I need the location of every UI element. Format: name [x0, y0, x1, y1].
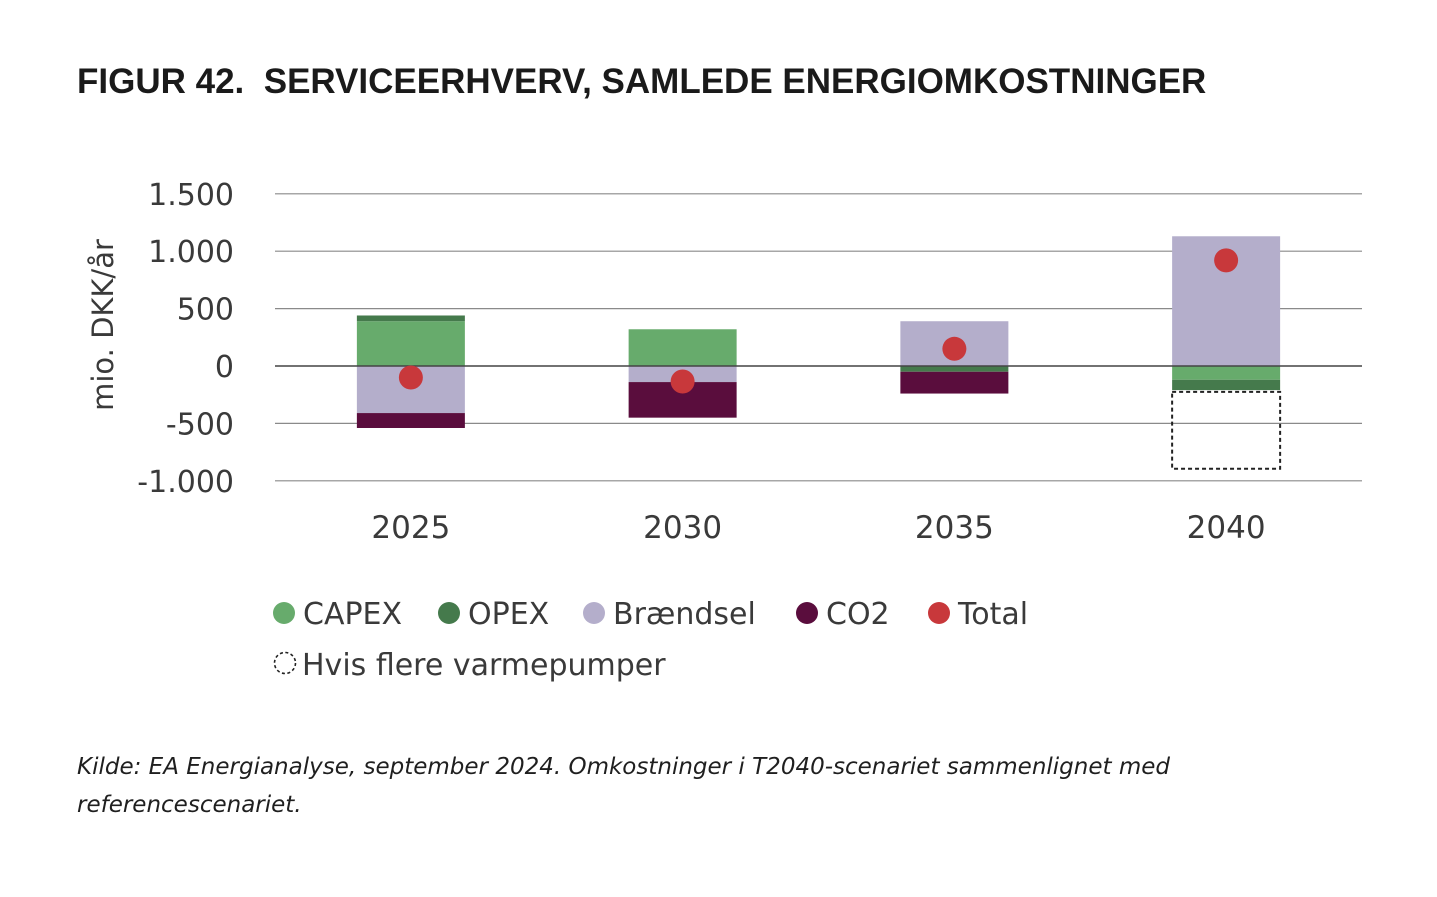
bar-capex-2040	[1172, 366, 1281, 380]
scenario-outline-box	[1171, 390, 1282, 470]
total-dot-2040	[1214, 248, 1239, 273]
legend-marker-capex	[273, 602, 295, 624]
legend-marker-opex	[438, 602, 460, 624]
x-tick-label: 2030	[643, 510, 722, 546]
y-tick-label: 0	[215, 350, 234, 385]
bar-opex-2040	[1172, 379, 1281, 391]
legend-marker-co2	[796, 602, 818, 624]
legend-marker-braendsel	[583, 602, 605, 624]
x-tick-labels: 2025 2030 2035 2040	[371, 510, 1265, 546]
total-dot-2030	[670, 369, 695, 394]
y-tick-label: 1.500	[148, 178, 234, 213]
bar-co2-2025	[356, 413, 465, 428]
bar-stacks	[356, 236, 1281, 428]
y-tick-label: -1.000	[137, 465, 234, 500]
source-note: Kilde: EA Energianalyse, september 2024.…	[77, 748, 1317, 824]
x-tick-label: 2040	[1187, 510, 1266, 546]
bar-capex-2025	[356, 321, 465, 366]
legend-label-opex: OPEX	[468, 597, 549, 632]
figure-title: FIGUR 42. SERVICEERHVERV, SAMLEDE ENERGI…	[77, 62, 1206, 102]
y-axis-label: mio. DKK/år	[86, 239, 120, 411]
bar-co2-2035	[900, 371, 1009, 394]
total-markers	[398, 248, 1239, 394]
total-dot-2035	[942, 336, 967, 361]
total-dot-2025	[398, 365, 423, 390]
y-tick-labels: 1.500 1.000 500 0 -500 -1.000	[137, 178, 234, 500]
bar-opex-2035	[900, 366, 1009, 372]
figure-number: FIGUR 42.	[77, 62, 245, 101]
source-text: : EA Energianalyse, september 2024. Omko…	[77, 754, 1170, 818]
figure-title-text: SERVICEERHVERV, SAMLEDE ENERGIOMKOSTNING…	[263, 62, 1207, 101]
scenario-outline	[1171, 390, 1282, 470]
legend-marker-total	[928, 602, 950, 624]
y-tick-label: 500	[177, 293, 234, 328]
y-tick-label: -500	[166, 407, 234, 442]
legend-marker-scenario	[273, 651, 297, 675]
x-tick-label: 2025	[371, 510, 450, 546]
bar-opex-2025	[356, 315, 465, 322]
legend-label-scenario: Hvis flere varmepumper	[302, 648, 666, 683]
legend-label-total: Total	[957, 597, 1028, 632]
legend: CAPEX OPEX Brændsel CO2 Total Hvis flere varm…	[273, 597, 1028, 683]
legend-label-co2: CO2	[826, 597, 890, 632]
y-tick-label: 1.000	[148, 235, 234, 270]
bar-capex-2030	[628, 329, 737, 366]
legend-label-capex: CAPEX	[303, 597, 402, 632]
chart: 1.500 1.000 500 0 -500 -1.000 2025 2030 2035 204…	[86, 178, 1362, 683]
x-tick-label: 2035	[915, 510, 994, 546]
source-prefix: Kilde	[77, 754, 134, 780]
legend-label-braendsel: Brændsel	[613, 597, 756, 632]
